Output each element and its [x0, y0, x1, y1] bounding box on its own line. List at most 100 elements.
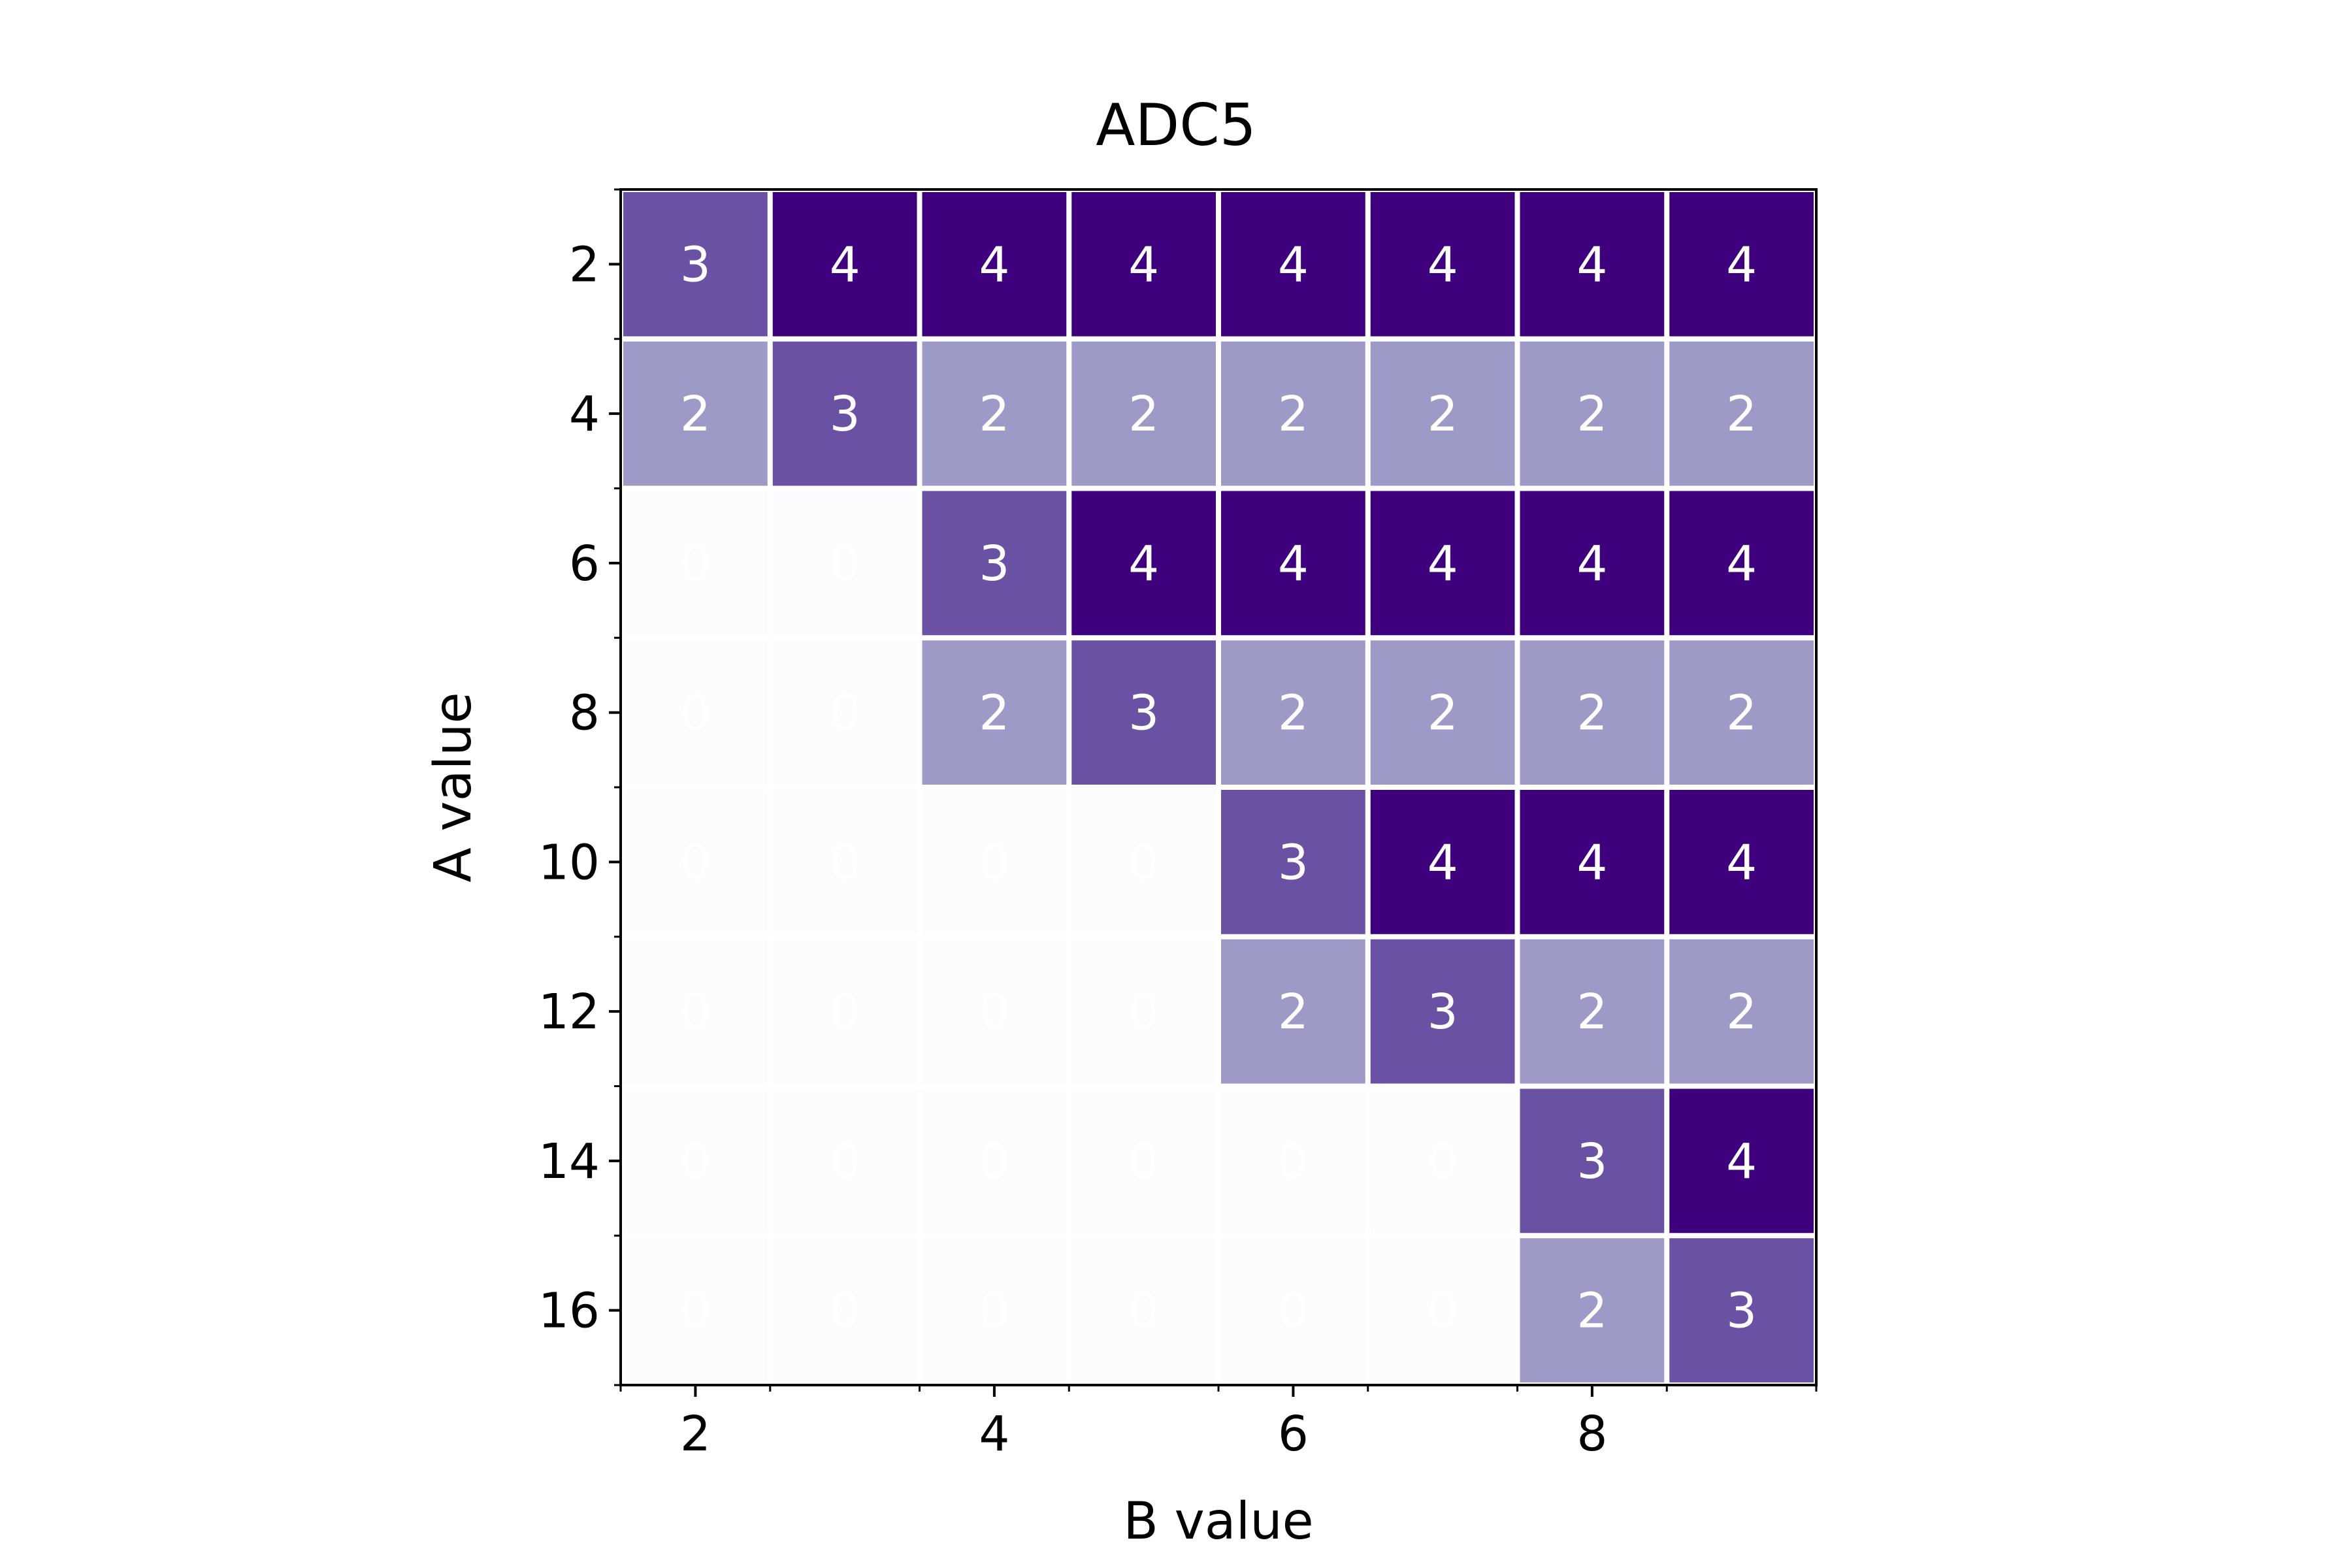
heatmap-cell — [1520, 192, 1665, 336]
heatmap-cell — [1071, 1088, 1216, 1233]
heatmap-cell-label: 2 — [1576, 685, 1607, 742]
heatmap-cell — [1221, 1088, 1365, 1233]
heatmap-cell-label: 2 — [1726, 685, 1757, 742]
heatmap-cell-label: 0 — [1278, 1283, 1309, 1339]
heatmap-cell-label: 0 — [830, 536, 860, 592]
heatmap-cell — [1221, 491, 1365, 636]
heatmap-cell — [922, 1088, 1067, 1233]
heatmap-cell — [1221, 640, 1365, 785]
heatmap-cell-label: 4 — [1128, 536, 1159, 592]
heatmap-cell — [1370, 640, 1515, 785]
heatmap-cell-label: 0 — [680, 685, 711, 742]
heatmap-cell-label: 0 — [979, 834, 1009, 890]
heatmap-cell — [623, 192, 768, 336]
heatmap-cell — [772, 491, 917, 636]
heatmap-cell — [922, 939, 1067, 1084]
heatmap-cell — [1669, 640, 1814, 785]
heatmap-cell — [1520, 1238, 1665, 1382]
heatmap-cell — [623, 1088, 768, 1233]
heatmap-cell — [1370, 341, 1515, 486]
heatmap-cell-label: 3 — [979, 536, 1009, 592]
heatmap-cell — [1221, 1238, 1365, 1382]
heatmap-cells — [623, 192, 1814, 1382]
heatmap-cell-label: 3 — [830, 386, 860, 442]
heatmap-cell — [1071, 790, 1216, 934]
heatmap-cell-label: 4 — [1128, 237, 1159, 293]
heatmap-cell — [1370, 790, 1515, 934]
heatmap-cell-label: 0 — [680, 984, 711, 1040]
heatmap-cell-label: 2 — [979, 386, 1009, 442]
heatmap-cell-label: 2 — [979, 685, 1009, 742]
heatmap-cell — [1221, 341, 1365, 486]
heatmap-cell-label: 0 — [680, 1134, 711, 1190]
heatmap-cell-label: 3 — [1726, 1283, 1757, 1339]
heatmap-cell-label: 2 — [1428, 386, 1458, 442]
heatmap-cell-label: 2 — [1576, 1283, 1607, 1339]
heatmap-cell — [772, 341, 917, 486]
heatmap-cell-label: 0 — [1428, 1283, 1458, 1339]
heatmap-cell-label: 4 — [1726, 1134, 1757, 1190]
heatmap-cell — [623, 341, 768, 486]
heatmap-cell-label: 0 — [680, 536, 711, 592]
heatmap-cell-label: 4 — [1428, 237, 1458, 293]
heatmap-cell-label: 4 — [1726, 834, 1757, 890]
heatmap-cell-label: 3 — [1576, 1134, 1607, 1190]
heatmap-cell-label: 2 — [1428, 685, 1458, 742]
y-tick-label: 16 — [538, 1283, 600, 1339]
heatmap-cell — [922, 491, 1067, 636]
heatmap-cell-label: 0 — [1128, 1283, 1159, 1339]
heatmap-cell — [623, 491, 768, 636]
heatmap-cell-label: 0 — [830, 1134, 860, 1190]
heatmap-cell-label: 0 — [1428, 1134, 1458, 1190]
heatmap-cell-label: 0 — [1278, 1134, 1309, 1190]
heatmap-cell-label: 3 — [1428, 984, 1458, 1040]
heatmap-cell-label: 2 — [1278, 685, 1309, 742]
heatmap-cell — [1071, 491, 1216, 636]
y-tick-label: 12 — [538, 984, 600, 1040]
heatmap-cell — [1520, 341, 1665, 486]
heatmap-cell-label: 2 — [1278, 984, 1309, 1040]
heatmap-cell — [1669, 341, 1814, 486]
heatmap-cell-label: 4 — [830, 237, 860, 293]
heatmap-cell — [1520, 790, 1665, 934]
heatmap-cell-label: 0 — [830, 834, 860, 890]
heatmap-cell-label: 4 — [1576, 536, 1607, 592]
y-tick-label: 14 — [538, 1134, 600, 1190]
heatmap-cell — [1221, 939, 1365, 1084]
heatmap-cell — [623, 640, 768, 785]
heatmap-cell — [772, 939, 917, 1084]
heatmap-cell — [1370, 491, 1515, 636]
x-axis: 2 4 6 8 — [619, 1385, 1818, 1462]
heatmap-cell — [1221, 192, 1365, 336]
y-tick-label: 8 — [569, 685, 600, 742]
chart-title: ADC5 — [1096, 91, 1256, 159]
y-tick-label: 2 — [569, 237, 600, 293]
heatmap-cell — [772, 790, 917, 934]
heatmap-cell — [1221, 790, 1365, 934]
heatmap-cell-label: 0 — [830, 984, 860, 1040]
heatmap-cell-label: 4 — [1278, 536, 1309, 592]
y-axis-label: A value — [424, 692, 483, 882]
heatmap-cell-label: 3 — [1128, 685, 1159, 742]
heatmap-cell — [1071, 939, 1216, 1084]
heatmap-cell-label: 4 — [1726, 536, 1757, 592]
heatmap-cell — [1669, 491, 1814, 636]
heatmap-cell-label: 4 — [1278, 237, 1309, 293]
heatmap-cell — [1520, 491, 1665, 636]
heatmap-cell-label: 4 — [1428, 834, 1458, 890]
heatmap-cell-label: 4 — [1726, 237, 1757, 293]
heatmap-cell — [1071, 192, 1216, 336]
heatmap-cell — [922, 1238, 1067, 1382]
x-tick-label: 6 — [1278, 1406, 1309, 1462]
heatmap-cell-label: 0 — [830, 1283, 860, 1339]
heatmap-cell — [772, 640, 917, 785]
heatmap-cell-label: 2 — [1128, 386, 1159, 442]
heatmap-cell — [772, 1088, 917, 1233]
heatmap-cell-label: 2 — [1576, 984, 1607, 1040]
heatmap-cell — [1520, 640, 1665, 785]
x-tick-label: 2 — [680, 1406, 711, 1462]
heatmap-cell — [623, 1238, 768, 1382]
heatmap-cell-label: 0 — [680, 1283, 711, 1339]
heatmap-cell-label: 0 — [830, 685, 860, 742]
heatmap-cell — [1370, 192, 1515, 336]
